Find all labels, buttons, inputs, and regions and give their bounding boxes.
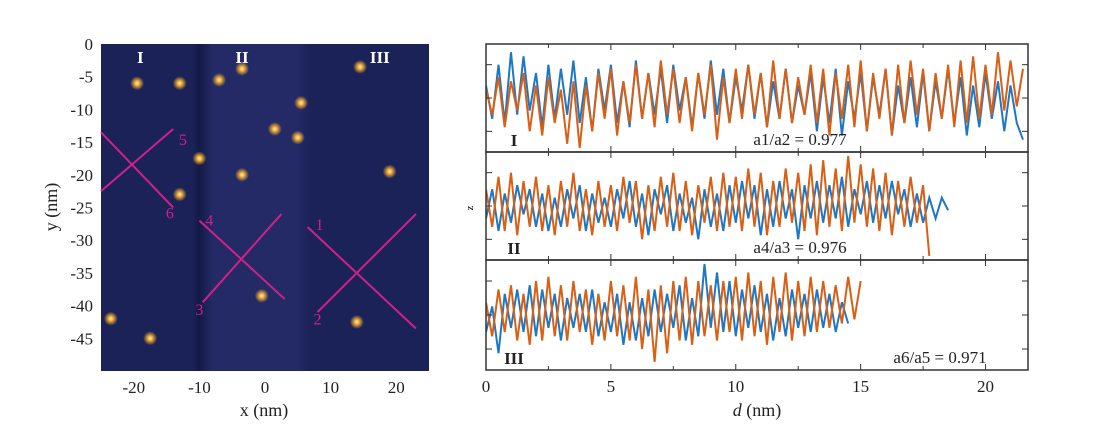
molecule-spot <box>353 59 368 74</box>
panel-label: I <box>511 131 518 150</box>
molecule-spot <box>192 151 207 166</box>
profile-line-3 <box>201 213 283 303</box>
molecule-spot <box>172 76 187 91</box>
series-orange <box>486 272 862 362</box>
profile-line-label: 5 <box>179 132 187 149</box>
profile-line-2 <box>316 213 417 313</box>
y-tick-label: -40 <box>70 297 93 316</box>
y-tick-label: -25 <box>70 199 93 218</box>
molecule-spot <box>130 76 145 91</box>
molecule-spot <box>267 122 282 137</box>
x-tick-label: 0 <box>261 378 270 397</box>
y-tick-label: -30 <box>70 231 93 250</box>
x-tick-label: 5 <box>607 377 616 396</box>
region-label: III <box>370 48 390 67</box>
profile-line-5 <box>100 128 174 192</box>
x-tick-label: -20 <box>122 378 145 397</box>
molecule-spot <box>254 288 269 303</box>
molecule-spot <box>235 61 250 76</box>
molecule-spot <box>294 95 309 110</box>
image-xlabel: x (nm) <box>240 400 289 421</box>
y-tick-label: -45 <box>70 329 93 348</box>
ratio-annotation: a1/a2 = 0.977 <box>753 130 847 149</box>
y-tick-label: -35 <box>70 264 93 283</box>
molecule-spot <box>172 187 187 202</box>
x-tick-label: 20 <box>388 378 405 397</box>
panel-III: III a6/a5 = 0.971 <box>485 259 1029 371</box>
series-orange <box>486 155 931 257</box>
molecule-spot <box>349 314 364 329</box>
y-tick-label: -5 <box>79 68 93 87</box>
profile-line-label: 6 <box>166 206 174 223</box>
molecule-spot <box>235 167 250 182</box>
molecule-spot <box>103 311 118 326</box>
xlabel-symbol: d <box>733 400 743 420</box>
series-blue <box>486 263 850 354</box>
profile-line-label: 1 <box>315 217 323 234</box>
image-ylabel: y (nm) <box>41 183 62 232</box>
profile-line-4 <box>198 219 286 300</box>
molecule-spot <box>290 130 305 145</box>
molecule-spot <box>382 164 397 179</box>
x-tick-label: 15 <box>852 377 869 396</box>
profile-line-label: 3 <box>195 302 203 319</box>
x-tick-label: -10 <box>188 378 211 397</box>
x-tick-label: 0 <box>482 377 491 396</box>
profile-ylabel: z <box>464 205 476 210</box>
x-tick-label: 10 <box>322 378 339 397</box>
profile-xlabel: d (nm) <box>733 400 782 421</box>
panel-II: II a4/a3 = 0.976 <box>485 151 1029 261</box>
x-tick-label: 20 <box>977 377 994 396</box>
ratio-annotation: a6/a5 = 0.971 <box>893 348 986 367</box>
y-tick-label: -20 <box>70 166 93 185</box>
image-background <box>101 44 429 371</box>
molecule-spot <box>212 72 227 87</box>
ratio-annotation: a4/a3 = 0.976 <box>753 238 846 257</box>
xlabel-unit: (nm) <box>742 400 782 421</box>
x-tick-label: 10 <box>727 377 744 396</box>
molecule-spot <box>143 331 158 346</box>
series-orange <box>486 52 1024 149</box>
panel-label: II <box>507 239 521 258</box>
profile-line-label: 2 <box>313 312 321 329</box>
region-label: I <box>137 48 144 67</box>
y-tick-label: 0 <box>85 35 94 54</box>
profile-line-6 <box>100 131 174 209</box>
series-blue <box>486 52 1024 141</box>
profile-line-1 <box>306 226 417 330</box>
panel-label: III <box>504 349 524 368</box>
y-tick-label: -10 <box>70 100 93 119</box>
region-label: II <box>235 48 249 67</box>
y-tick-label: -15 <box>70 133 93 152</box>
profile-line-label: 4 <box>205 212 213 229</box>
series-blue <box>486 176 949 240</box>
